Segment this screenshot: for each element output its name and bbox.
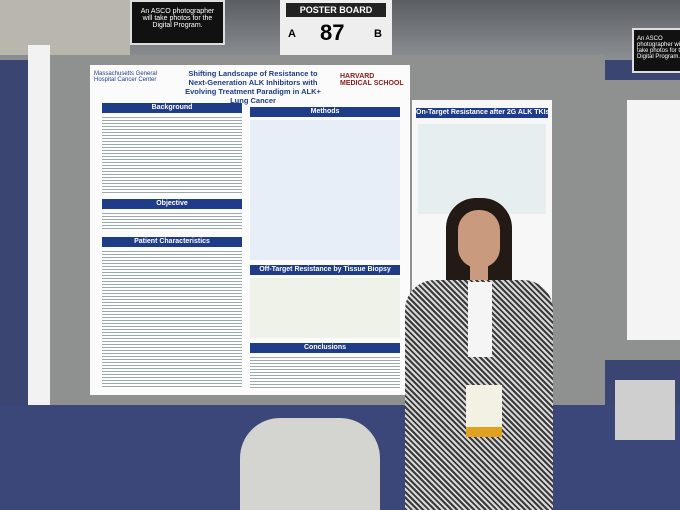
section-header: Off-Target Resistance by Tissue Biopsy — [250, 265, 400, 275]
chair — [240, 418, 380, 510]
section-header: Objective — [102, 199, 242, 209]
poster-board-sign: POSTER BOARD A 87 B — [280, 0, 392, 56]
badge — [466, 385, 502, 437]
section-header: Background — [102, 103, 242, 113]
logo: HARVARD MEDICAL SCHOOL — [340, 73, 404, 87]
face — [458, 210, 500, 268]
board-number: 87 — [320, 20, 345, 45]
board-label: POSTER BOARD — [286, 3, 386, 17]
sign: An ASCO photographer will take photos fo… — [130, 0, 225, 45]
body-text — [250, 355, 400, 390]
body-text — [102, 115, 242, 195]
sign: An ASCO photographer will take photos fo… — [632, 28, 680, 73]
other-poster — [627, 100, 680, 340]
figure — [250, 278, 400, 338]
shirt — [468, 282, 492, 357]
figure — [250, 120, 400, 260]
table — [102, 249, 242, 389]
poster-title: Shifting Landscape of Resistance to Next… — [185, 69, 321, 105]
section-header: Patient Characteristics — [102, 237, 242, 247]
section-header: Conclusions — [250, 343, 400, 353]
board-side: A — [288, 28, 296, 40]
wall — [0, 0, 130, 55]
board-side: B — [374, 28, 382, 40]
chair — [615, 380, 675, 440]
logo: Massachusetts General Hospital Cancer Ce… — [94, 71, 158, 83]
section-header: On-Target Resistance after 2G ALK TKIs — [416, 108, 548, 118]
post — [28, 45, 50, 510]
body-text — [102, 211, 242, 231]
poster: Massachusetts General Hospital Cancer Ce… — [90, 65, 410, 395]
section-header: Methods — [250, 107, 400, 117]
